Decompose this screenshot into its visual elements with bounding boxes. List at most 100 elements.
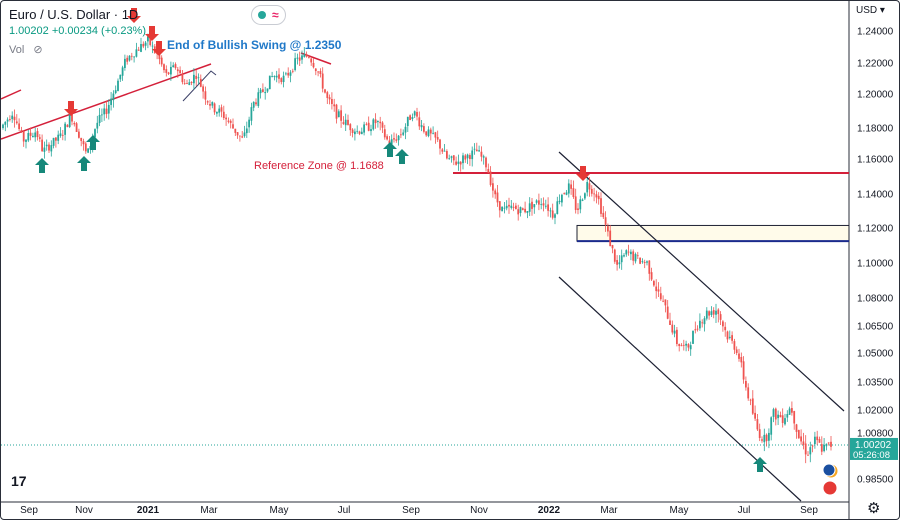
candle-body <box>577 208 579 211</box>
candle-body <box>390 139 393 145</box>
y-tick-label: 1.02000 <box>857 406 894 417</box>
currency-button[interactable]: USD ▾ <box>856 5 885 16</box>
wave-icon: ≈ <box>272 8 279 22</box>
swing-trendline <box>300 52 332 65</box>
candle-body <box>163 64 165 71</box>
candle-body <box>455 161 457 165</box>
candle-body <box>347 119 349 125</box>
candle-body <box>2 124 4 129</box>
candle-body <box>25 139 27 142</box>
candle-body <box>475 149 478 152</box>
current-price-value: 1.00202 <box>855 440 892 451</box>
candle-body <box>570 184 572 189</box>
volume-label[interactable]: Vol ⊘ <box>9 44 43 56</box>
candle-body <box>289 72 292 76</box>
candle-body <box>204 91 207 100</box>
candle-body <box>216 112 218 114</box>
candle-body <box>379 121 382 124</box>
candle-body <box>515 205 517 209</box>
down-arrow-icon <box>145 26 159 41</box>
candle-body <box>239 135 241 137</box>
symbol-title: Euro / U.S. Dollar · 1D <box>9 7 139 22</box>
candle-body <box>593 193 595 195</box>
candle-body <box>818 439 821 443</box>
channel-upper-line <box>558 151 845 412</box>
candle-body <box>701 322 704 324</box>
y-tick-label: 1.10000 <box>857 259 894 270</box>
current-price-box <box>850 437 898 460</box>
candle-body <box>280 78 283 83</box>
candle-body <box>616 260 618 265</box>
candle-body <box>538 200 540 205</box>
candle-body <box>816 436 819 441</box>
candle-body <box>73 123 76 125</box>
candle-body <box>800 436 802 442</box>
candle-body <box>172 65 175 68</box>
candle-body <box>671 324 674 333</box>
candle-body <box>425 131 428 136</box>
candle-body <box>487 169 490 173</box>
candle-body <box>498 201 501 211</box>
candle-body <box>137 49 140 51</box>
candle-body <box>653 281 655 286</box>
candle-body <box>664 299 667 306</box>
candle-body <box>544 205 547 207</box>
candle-body <box>696 328 699 330</box>
candle-body <box>75 123 78 132</box>
candle-body <box>321 73 324 89</box>
eye-off-icon[interactable]: ⊘ <box>33 44 43 56</box>
candle-body <box>602 212 605 218</box>
candle-body <box>257 92 260 106</box>
candle-body <box>71 113 73 122</box>
candle-body <box>271 76 273 77</box>
candle-body <box>331 99 333 105</box>
candle-body <box>448 158 451 160</box>
candle-body <box>809 447 812 455</box>
candle-body <box>98 114 101 123</box>
candle-body <box>20 130 23 132</box>
candle-body <box>505 205 508 209</box>
candle-body <box>241 136 244 138</box>
candle-body <box>742 361 745 380</box>
symbol-legend[interactable]: Euro / U.S. Dollar · 1D <box>9 7 138 22</box>
candle-body <box>160 57 163 65</box>
gear-icon[interactable]: ⚙ <box>867 500 881 517</box>
candle-body <box>165 69 168 73</box>
candle-body <box>641 261 644 263</box>
candle-body <box>27 133 30 141</box>
candles <box>2 33 832 464</box>
candle-body <box>227 120 230 122</box>
candle-body <box>565 192 568 195</box>
candle-body <box>547 204 549 211</box>
up-arrow-icon <box>35 158 49 173</box>
candle-body <box>710 311 713 315</box>
candle-body <box>59 133 62 136</box>
candle-body <box>291 70 294 72</box>
candle-body <box>117 80 119 92</box>
candle-body <box>301 55 303 60</box>
candle-body <box>358 131 361 134</box>
candle-body <box>406 116 409 126</box>
x-tick-label: Sep <box>20 505 38 516</box>
candle-body <box>768 432 770 441</box>
live-dot-icon <box>258 11 266 19</box>
candle-body <box>282 75 285 83</box>
candle-body <box>142 43 145 47</box>
candle-body <box>365 123 368 125</box>
wedge-line <box>182 70 217 102</box>
candle-body <box>630 251 632 255</box>
candle-body <box>659 293 662 300</box>
candle-body <box>13 116 16 121</box>
candle-body <box>105 108 108 115</box>
candle-body <box>623 255 625 257</box>
up-arrow-icon <box>395 149 409 164</box>
indicator-pill[interactable]: ≈ <box>251 5 286 25</box>
candle-body <box>236 132 239 136</box>
candle-body <box>124 58 126 68</box>
candle-body <box>128 55 131 61</box>
x-tick-label: Mar <box>200 505 218 516</box>
countdown-timer: 05:26:08 <box>853 450 890 461</box>
candle-body <box>524 208 526 213</box>
candle-body <box>469 155 471 160</box>
